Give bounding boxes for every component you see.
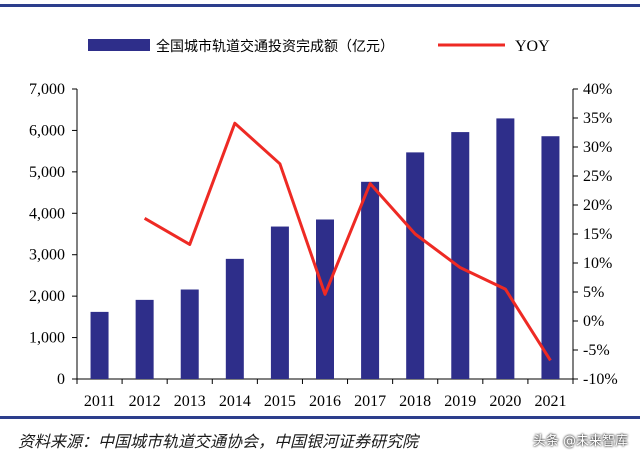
legend-label-bar: 全国城市轨道交通投资完成额（亿元） — [156, 38, 394, 55]
line-series — [143, 121, 552, 362]
bar — [541, 136, 560, 379]
y-right-tick-label: 30% — [583, 139, 612, 156]
bar — [270, 226, 289, 379]
bar-series — [90, 118, 560, 380]
bar — [316, 219, 334, 379]
x-tick-label: 2016 — [309, 393, 341, 410]
x-tick-label: 2014 — [219, 393, 251, 410]
y-left-tick-label: 2,000 — [29, 288, 65, 305]
bar — [180, 289, 199, 379]
y-left-tick-label: 1,000 — [29, 330, 65, 347]
source-note: 资料来源：中国城市轨道交通协会，中国银河证券研究院 — [18, 432, 419, 451]
top-rule — [0, 4, 640, 7]
y-right-tick-label: 35% — [583, 110, 612, 127]
watermark: 头条 @未来智库 — [532, 434, 628, 449]
legend: 全国城市轨道交通投资完成额（亿元） YOY — [88, 38, 550, 55]
y-right-tick-labels: -10% -5% 0% 5% 10% 15% 20% 25% 30% 35% 40% — [583, 81, 618, 388]
y-left-tick-label: 3,000 — [29, 247, 65, 264]
y-right-tick-label: -10% — [583, 371, 618, 388]
yoy-line — [143, 121, 552, 362]
bar — [90, 311, 109, 379]
x-tick-labels: 2011 2012 2013 2014 2015 2016 2017 2018 2019 2020… — [84, 393, 567, 410]
y-left-tick-label: 5,000 — [29, 164, 65, 181]
y-right-tick-label: 0% — [583, 313, 604, 330]
x-tick-label: 2012 — [129, 393, 161, 410]
x-tick-label: 2019 — [444, 393, 476, 410]
x-tick-label: 2017 — [354, 393, 386, 410]
y-left-tick-label: 6,000 — [29, 122, 65, 139]
y-right-tick-label: 15% — [583, 226, 612, 243]
bar — [135, 299, 154, 379]
x-tick-label: 2020 — [489, 393, 521, 410]
bar — [496, 118, 515, 380]
y-left-tick-label: 4,000 — [29, 205, 65, 222]
legend-label-yoy: YOY — [515, 38, 550, 55]
x-tick-label: 2015 — [264, 393, 296, 410]
y-right-tick-label: 20% — [583, 197, 612, 214]
y-left-tick-label: 7,000 — [29, 81, 65, 98]
bar — [361, 181, 380, 379]
x-tick-label: 2021 — [534, 393, 566, 410]
y-right-tick-label: -5% — [583, 342, 610, 359]
bar — [406, 152, 425, 379]
bar — [225, 258, 244, 379]
x-tick-label: 2018 — [399, 393, 431, 410]
y-right-tick-label: 5% — [583, 284, 604, 301]
y-right-tick-label: 10% — [583, 255, 612, 272]
x-tick-label: 2011 — [84, 393, 115, 410]
y-right-tick-label: 40% — [583, 81, 612, 98]
x-tick-label: 2013 — [174, 393, 206, 410]
y-left-tick-labels: 0 1,000 2,000 3,000 4,000 5,000 6,000 7,000 — [29, 81, 65, 388]
bottom-rule — [0, 416, 640, 419]
bar — [451, 132, 470, 379]
legend-swatch-bar — [88, 39, 150, 51]
y-right-tick-label: 25% — [583, 168, 612, 185]
y-left-tick-label: 0 — [57, 371, 65, 388]
